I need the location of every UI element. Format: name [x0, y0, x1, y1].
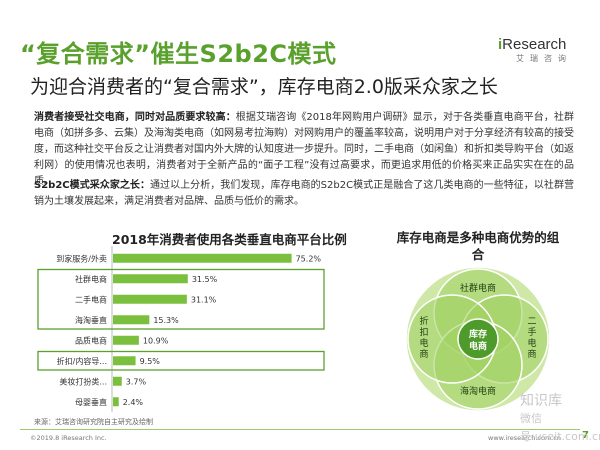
watermark: 知识库 微信号:useit.com.cn: [520, 392, 600, 446]
bar: [113, 294, 187, 304]
page-subtitle: 为迎合消费者的“复合需求”，库存电商2.0版采众家之长: [30, 76, 498, 98]
bar: [113, 274, 188, 284]
value-label: 75.2%: [296, 254, 322, 263]
iresearch-logo: iResearch 艾瑞咨询: [498, 36, 578, 70]
venn-label-bottom: 海淘电商: [460, 385, 496, 397]
venn-label-right-char: 二: [527, 317, 536, 327]
category-label: 海淘垂直: [75, 315, 107, 325]
category-label: 折扣/内容导...: [57, 356, 107, 366]
value-label: 31.5%: [192, 275, 218, 284]
watermark-main: 知识库: [520, 393, 562, 409]
copyright: ©2019.8 iResearch Inc.: [30, 434, 107, 442]
bar: [113, 356, 136, 366]
category-label: 美妆打扮类...: [59, 376, 107, 386]
paragraph1-body: 根据艾瑞咨询《2018年网购用户调研》显示，对于各类垂直电商平台，社群电商（如拼…: [34, 112, 575, 187]
venn-label-left-char: 折: [419, 315, 428, 327]
venn-label-left-char: 扣: [419, 326, 428, 338]
venn-label-left-char: 电: [419, 337, 428, 349]
logo-text: iResearch: [498, 36, 567, 53]
highlight-box: [37, 350, 325, 371]
value-label: 15.3%: [153, 316, 179, 325]
venn-center: [457, 318, 499, 360]
bar-chart: 到家服务/外卖 75.2% 社群电商 31.5% 二手电商 31.1% 海淘垂直 15.3% 品…: [37, 246, 325, 412]
website: www.iresearch.com.cn: [488, 434, 562, 442]
category-label: 二手电商: [75, 294, 107, 304]
paragraph1-heading: 消费者接受社交电商，同时对品质要求较高：: [34, 112, 236, 123]
footer-divider: [20, 429, 580, 430]
category-label: 社群电商: [75, 274, 107, 284]
bar: [113, 253, 292, 263]
value-label: 10.9%: [143, 336, 169, 345]
logo-subtext: 艾瑞咨询: [516, 54, 572, 63]
logo-text-rest: Research: [502, 36, 567, 53]
value-label: 9.5%: [140, 357, 161, 366]
value-label: 3.7%: [126, 377, 147, 386]
page-number: 7: [582, 430, 589, 441]
highlight-box: [37, 268, 325, 330]
bar-chart-title: 2018年消费者使用各类垂直电商平台比例: [112, 232, 347, 247]
category-label: 品质电商: [75, 335, 107, 345]
value-label: 2.4%: [123, 398, 144, 407]
paragraph2-body: 通过以上分析，我们发现，库存电商的S2b2C模式正是融合了这几类电商的一些特征，…: [34, 180, 574, 207]
venn-title: 库存电商是多种电商优势的组合: [396, 230, 560, 262]
venn-label-top: 社群电商: [460, 282, 496, 294]
bar: [113, 315, 150, 325]
source-note: 来源：艾瑞咨询研究院自主研究及绘制: [34, 418, 153, 426]
category-label: 母婴垂直: [75, 397, 107, 407]
value-label: 31.1%: [191, 295, 217, 304]
venn-label-right-char: 手: [527, 326, 536, 338]
venn-center-label: 库存: [469, 328, 487, 340]
paragraph2-heading: S2b2C模式采众家之长：: [34, 180, 150, 191]
venn-center-label: 电商: [469, 340, 487, 352]
paragraph-consumer-analysis: 消费者接受社交电商，同时对品质要求较高：根据艾瑞咨询《2018年网购用户调研》显…: [34, 110, 574, 187]
venn-label-right-char: 商: [527, 348, 536, 360]
bar: [113, 376, 122, 386]
paragraph-s2b2c-model: S2b2C模式采众家之长：通过以上分析，我们发现，库存电商的S2b2C模式正是融…: [34, 178, 574, 212]
watermark-sub: 微信号:useit.com.cn: [520, 412, 600, 443]
page-title: “复合需求”催生S2b2C模式: [20, 40, 337, 68]
bar: [113, 335, 139, 345]
venn-label-left-char: 商: [419, 348, 428, 360]
venn-label-right-char: 电: [527, 337, 536, 349]
bar: [113, 397, 119, 407]
category-label: 到家服务/外卖: [56, 253, 107, 263]
